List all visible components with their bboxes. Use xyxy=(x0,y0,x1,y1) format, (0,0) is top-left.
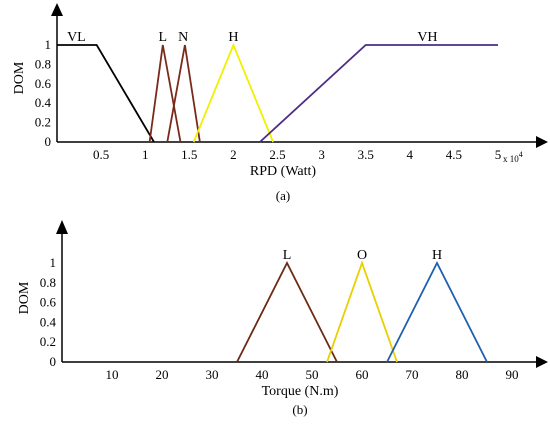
x-tick-label: 3.5 xyxy=(358,147,374,162)
series-label-h: H xyxy=(432,248,442,263)
series-label-l: L xyxy=(283,248,292,263)
series-line-vl xyxy=(57,44,155,143)
series-b xyxy=(236,260,488,363)
x-tick-label: 20 xyxy=(156,367,169,382)
x-tick-label: 10 xyxy=(106,367,119,382)
series-label-o: O xyxy=(357,248,367,263)
x-tick-label: 1.5 xyxy=(181,147,197,162)
xlabel-a: RPD (Watt) xyxy=(250,164,316,179)
series-line-h xyxy=(192,42,274,143)
x-tick-label: 1 xyxy=(142,147,149,162)
y-tick-label: 0.2 xyxy=(40,334,56,349)
x-tick-label: 80 xyxy=(456,367,469,382)
x-tick-label: 40 xyxy=(256,367,269,382)
series-a xyxy=(57,42,498,143)
y-tick-label: 1 xyxy=(45,37,52,52)
x-tick-label: 0.5 xyxy=(93,147,109,162)
x-ticks-a: 0.5 1 1.5 2 2.5 3 3.5 4 4.5 5 xyxy=(93,147,501,162)
series-label-h: H xyxy=(228,30,238,45)
series-label-vh: VH xyxy=(417,30,437,45)
panel-label-a: (a) xyxy=(276,188,290,203)
y-tick-label: 0 xyxy=(45,134,52,149)
ylabel-a: DOM xyxy=(12,61,27,94)
x-tick-label: 2 xyxy=(230,147,237,162)
series-line-n xyxy=(166,44,201,143)
y-tick-label: 0 xyxy=(50,354,57,369)
x-tick-label: 70 xyxy=(406,367,419,382)
chart-panel-b: 0 0.2 0.4 0.6 0.8 1 10 20 30 40 50 60 70 80 90 L O H DO… xyxy=(17,220,548,417)
y-ticks-b: 0 0.2 0.4 0.6 0.8 1 xyxy=(40,255,57,369)
x-ticks-b: 10 20 30 40 50 60 70 80 90 xyxy=(106,367,519,382)
x-tick-label: 3 xyxy=(318,147,325,162)
x-multiplier-exp-a: 4 xyxy=(519,150,523,159)
y-tick-label: 0.4 xyxy=(35,95,52,110)
y-axis-arrow-a xyxy=(51,3,63,16)
y-tick-label: 0.6 xyxy=(35,76,52,91)
x-axis-arrow-b xyxy=(536,356,548,368)
y-tick-label: 0.2 xyxy=(35,115,51,130)
series-label-vl: VL xyxy=(67,30,86,45)
series-line-o xyxy=(326,260,398,363)
y-tick-label: 0.8 xyxy=(40,275,56,290)
xlabel-b: Torque (N.m) xyxy=(262,384,339,399)
chart-panel-a: 0 0.2 0.4 0.6 0.8 1 0.5 1 1.5 2 2.5 3 3.5 4 4.5 5 VL L N… xyxy=(12,3,548,203)
y-tick-label: 0.8 xyxy=(35,56,51,71)
x-tick-label: 60 xyxy=(356,367,369,382)
x-axis-arrow-a xyxy=(536,136,548,148)
panel-label-b: (b) xyxy=(292,402,307,417)
y-tick-label: 0.4 xyxy=(40,314,57,329)
x-multiplier-base-a: x 10 xyxy=(503,154,519,164)
y-axis-arrow-b xyxy=(56,220,68,234)
x-tick-label: 90 xyxy=(506,367,519,382)
series-label-l: L xyxy=(159,30,168,45)
y-tick-label: 1 xyxy=(50,255,57,270)
series-line-l xyxy=(148,44,182,143)
x-tick-label: 4.5 xyxy=(446,147,462,162)
series-label-n: N xyxy=(178,30,188,45)
x-multiplier-a: x 104 xyxy=(503,150,523,164)
series-labels-a: VL L N H VH xyxy=(67,30,437,45)
x-tick-label: 4 xyxy=(407,147,414,162)
x-tick-label: 30 xyxy=(206,367,219,382)
series-line-vh xyxy=(259,44,498,143)
x-tick-label: 2.5 xyxy=(269,147,285,162)
x-tick-label: 5 xyxy=(495,147,502,162)
series-line-h xyxy=(386,261,488,363)
y-tick-label: 0.6 xyxy=(40,295,57,310)
series-line-l xyxy=(236,261,338,363)
x-tick-label: 50 xyxy=(306,367,319,382)
ylabel-b: DOM xyxy=(17,281,32,314)
y-ticks-a: 0 0.2 0.4 0.6 0.8 1 xyxy=(35,37,52,149)
